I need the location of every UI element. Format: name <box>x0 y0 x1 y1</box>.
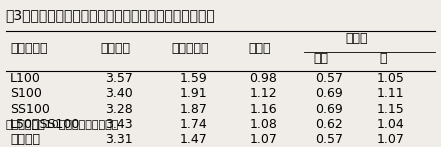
Text: 1.07: 1.07 <box>377 133 404 146</box>
Text: 1.47: 1.47 <box>179 133 207 146</box>
Text: 1.11: 1.11 <box>377 87 404 100</box>
Text: 1.91: 1.91 <box>180 87 207 100</box>
Text: 穂: 穂 <box>379 52 386 65</box>
Text: 1.87: 1.87 <box>179 103 207 116</box>
Text: 1.12: 1.12 <box>250 87 277 100</box>
Text: 1.59: 1.59 <box>179 72 207 85</box>
Text: 分げつ期: 分げつ期 <box>100 42 131 55</box>
Text: 1.04: 1.04 <box>377 118 404 131</box>
Text: 0.57: 0.57 <box>315 72 343 85</box>
Text: L100: L100 <box>10 72 41 85</box>
Text: 3.40: 3.40 <box>105 87 133 100</box>
Text: L50＋SS100: L50＋SS100 <box>10 118 81 131</box>
Text: 1.08: 1.08 <box>250 118 277 131</box>
Text: 0.98: 0.98 <box>250 72 277 85</box>
Text: SS100: SS100 <box>10 103 50 116</box>
Text: 0.57: 0.57 <box>315 133 343 146</box>
Text: 硫安分施: 硫安分施 <box>10 133 40 146</box>
Text: わら: わら <box>314 52 329 65</box>
Text: 0.62: 0.62 <box>315 118 343 131</box>
Text: 1.15: 1.15 <box>377 103 404 116</box>
Text: 1.05: 1.05 <box>377 72 404 85</box>
Text: S100: S100 <box>10 87 42 100</box>
Text: 成熟期: 成熟期 <box>345 32 368 45</box>
Text: 3.31: 3.31 <box>105 133 133 146</box>
Text: 3.57: 3.57 <box>105 72 133 85</box>
Text: 1.16: 1.16 <box>250 103 277 116</box>
Text: 注）平成８～10年の平均値（％）。: 注）平成８～10年の平均値（％）。 <box>6 119 119 129</box>
Text: 肥料の種類: 肥料の種類 <box>10 42 48 55</box>
Text: 1.07: 1.07 <box>250 133 277 146</box>
Text: 表3　水稲の窒素含有率に及ぼす肥効調節型肥料の影響: 表3 水稲の窒素含有率に及ぼす肥効調節型肥料の影響 <box>6 8 216 22</box>
Text: 幼穂形成期: 幼穂形成期 <box>171 42 209 55</box>
Text: 0.69: 0.69 <box>315 87 343 100</box>
Text: 穂揃期: 穂揃期 <box>249 42 271 55</box>
Text: 3.28: 3.28 <box>105 103 133 116</box>
Text: 0.69: 0.69 <box>315 103 343 116</box>
Text: 1.74: 1.74 <box>179 118 207 131</box>
Text: 3.43: 3.43 <box>105 118 133 131</box>
